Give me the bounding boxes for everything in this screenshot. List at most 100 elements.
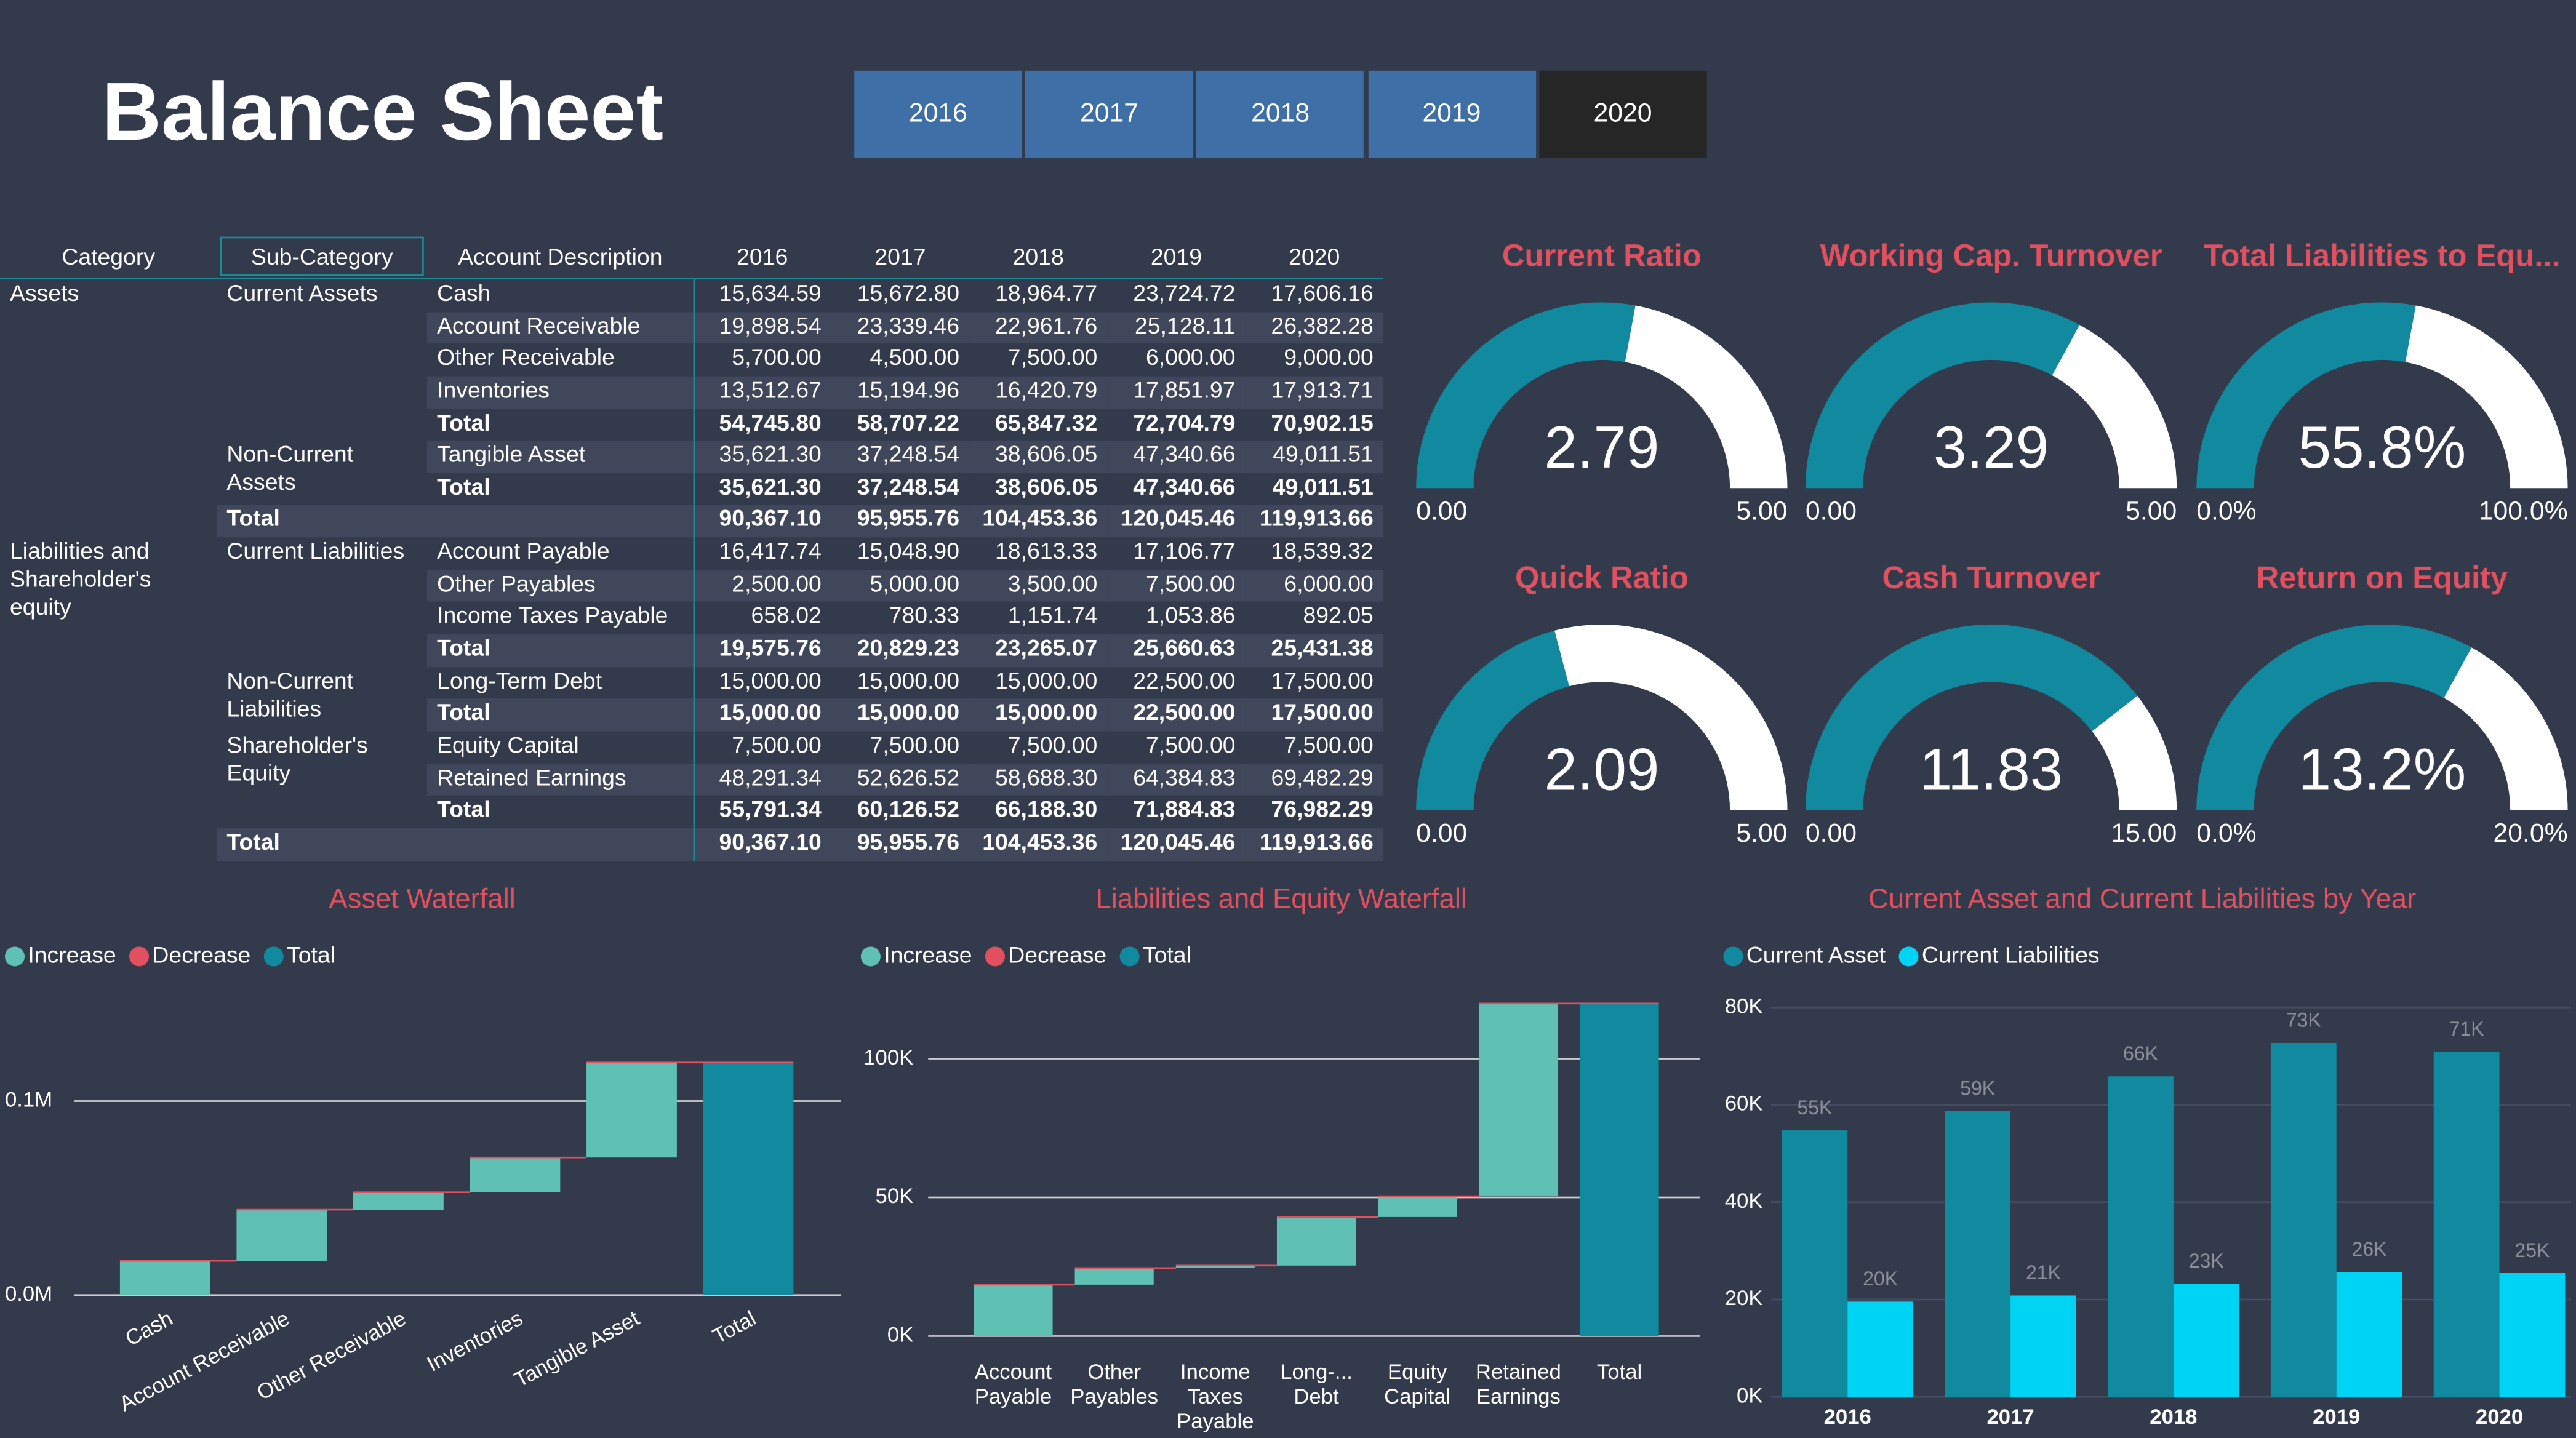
value-cell: 47,340.66 [1133,473,1236,500]
data-label: 73K [2286,1009,2321,1031]
value-cell: 72,704.79 [1133,408,1236,435]
gauge-title: Total Liabilities to Equ... [2204,238,2560,273]
value-cell: 95,955.76 [831,505,970,538]
waterfall-bar [974,1284,1053,1336]
y-tick-label: 50K [876,1184,914,1208]
year-button[interactable]: 2016 [854,70,1022,158]
gauge-max: 5.00 [2126,497,2177,526]
account-cell: Account Payable [427,537,694,570]
data-label: 26K [2352,1238,2387,1260]
table-row: Liabilities and Shareholder's equity Curr… [0,537,1383,620]
table-row: Total 55,791.34 60,126.52 66,188.30 71,884.8… [0,796,1383,828]
y-tick-label: 40K [1725,1189,1763,1213]
gauge-max: 5.00 [1736,818,1787,848]
year-button[interactable]: 2020 [1538,70,1707,158]
gauge-value-arc [1416,302,1636,489]
waterfall-bar [353,1192,444,1210]
gauge-min: 0.00 [1416,818,1467,848]
subcategory-cell: Total [217,828,694,861]
value-cell: 2,500.00 [693,570,831,602]
gauge-remainder [2405,305,2568,489]
subcategory-cell: Shareholder's Equity [226,731,368,786]
bar [1847,1301,1914,1397]
legend-label: Current Liabilities [1922,941,2100,967]
table-row: Other Receivable 5,700.00 4,500.00 7,500.00… [0,343,1383,377]
table-row: Income Taxes Payable 658.02 780.33 1,151.74… [0,602,1383,635]
value-cell: 7,500.00 [1007,343,1098,370]
bar [2336,1272,2402,1397]
value-cell: 17,851.97 [1107,376,1246,409]
value-cell: 37,248.54 [831,441,970,473]
gauge-title: Working Cap. Turnover [1820,238,2162,273]
gauge-min: 0.0% [2196,818,2256,848]
value-cell: 60,126.52 [857,796,960,823]
gauge-min: 0.00 [1416,497,1467,526]
year-button[interactable]: 2019 [1367,70,1535,158]
gauge-value-arc [2196,624,2472,810]
value-cell: 7,500.00 [732,731,822,758]
value-cell: 15,634.59 [719,279,822,306]
gauge-value-arc [1805,624,2138,810]
account-cell: Account Receivable [427,311,694,344]
waterfall-bar [470,1157,561,1192]
data-label: 20K [1863,1268,1898,1290]
value-cell: 119,913.66 [1245,505,1383,538]
gauge-value: 2.79 [1544,415,1659,481]
table-row: Shareholder's Equity Equity Capital 7,500.… [0,731,1383,786]
value-cell: 22,961.76 [969,311,1108,344]
value-cell: 6,000.00 [1245,570,1383,602]
waterfall-bar [236,1210,327,1261]
legend-swatch [1898,946,1919,967]
bar [1945,1111,2011,1397]
waterfall-bar [1580,1003,1659,1336]
column-header: 2017 [831,233,970,280]
value-cell: 23,724.72 [1133,279,1236,306]
value-cell: 892.05 [1303,602,1374,629]
x-tick-label: Equity Capital [1384,1359,1451,1408]
y-tick-label: 0.1M [5,1088,52,1112]
account-cell: Long-Term Debt [427,666,694,700]
gauge-max: 15.00 [2111,818,2177,848]
gauge-value-arc [2196,302,2416,489]
table-row: Inventories 13,512.67 15,194.96 16,420.79 17… [0,376,1383,409]
gauge-remainder [1625,305,1788,489]
value-cell: 7,500.00 [870,731,960,758]
legend-label: Total [287,941,335,967]
legend-label: Increase [28,941,116,967]
gauge-remainder [2444,647,2568,810]
value-cell: 58,707.22 [857,408,960,435]
value-cell: 15,000.00 [857,666,960,693]
legend-label: Increase [884,941,972,967]
bar [2108,1076,2174,1397]
gauge-title: Return on Equity [2257,560,2508,595]
data-label: 21K [2026,1261,2061,1284]
value-cell: 49,011.51 [1272,473,1374,500]
x-tick-label: Other Payables [1070,1359,1159,1408]
x-tick-label: 2020 [2476,1405,2523,1429]
bar [2270,1042,2337,1397]
gauge-remainder [1554,624,1788,810]
legend-swatch [1119,946,1140,967]
value-cell: 15,672.80 [857,279,960,306]
data-label: 59K [1960,1077,1995,1099]
value-cell: 49,011.51 [1245,441,1383,473]
table-row: Retained Earnings 48,291.34 52,626.52 58,68… [0,763,1383,796]
value-cell: 25,431.38 [1245,634,1383,667]
table-row: Other Payables 2,500.00 5,000.00 3,500.00 7,… [0,570,1383,602]
bar [1782,1130,1848,1397]
x-tick-label: Total [709,1307,760,1349]
year-button[interactable]: 2018 [1196,70,1364,158]
gauge-min: 0.00 [1806,818,1857,848]
value-cell: 104,453.36 [969,828,1108,861]
data-label: 71K [2449,1018,2484,1040]
data-label: 66K [2123,1042,2158,1065]
value-cell: 15,000.00 [719,666,822,693]
value-cell: 5,000.00 [831,570,970,602]
value-cell: 23,265.07 [969,634,1108,667]
x-tick-label: Long-... Debt [1280,1359,1353,1408]
year-button[interactable]: 2017 [1025,70,1193,158]
value-cell: 69,482.29 [1245,763,1383,796]
account-cell: Cash [427,278,694,312]
account-cell: Retained Earnings [427,763,694,796]
